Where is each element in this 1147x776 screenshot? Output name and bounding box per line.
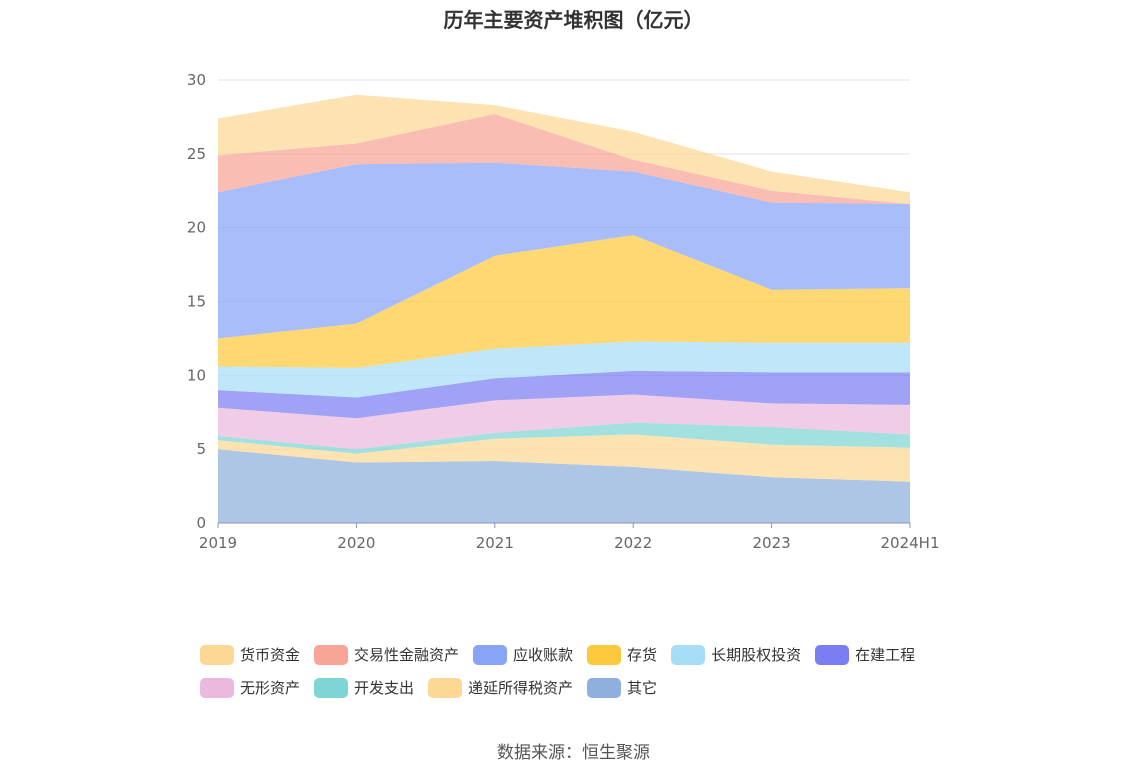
legend-item[interactable]: 长期股权投资: [671, 644, 801, 665]
y-tick-label: 20: [187, 219, 206, 237]
y-tick-label: 5: [196, 440, 206, 458]
area-开发支出: [218, 422, 910, 454]
y-tick-label: 10: [187, 366, 206, 384]
area-长期股权投资: [218, 341, 910, 398]
legend-swatch: [314, 677, 349, 698]
y-tick-label: 0: [196, 514, 206, 532]
legend-row: 无形资产 开发支出 递延所得税资产 其它: [200, 671, 960, 704]
legend-swatch: [671, 644, 706, 665]
legend-swatch: [587, 677, 622, 698]
legend-item[interactable]: 其它: [587, 677, 657, 698]
legend-item[interactable]: 应收账款: [473, 644, 573, 665]
legend-item[interactable]: 交易性金融资产: [314, 644, 459, 665]
legend-swatch: [428, 677, 463, 698]
area-series: [218, 94, 910, 523]
area-交易性金融资产: [218, 114, 910, 204]
x-tick-label: 2023: [753, 534, 791, 552]
legend-item[interactable]: 无形资产: [200, 677, 300, 698]
legend-swatch: [200, 644, 234, 665]
y-tick-label: 30: [187, 71, 206, 89]
area-其它: [218, 449, 910, 523]
area-货币资金: [218, 94, 910, 204]
legend-item[interactable]: 递延所得税资产: [428, 677, 573, 698]
legend-item[interactable]: 存货: [587, 644, 657, 665]
data-source-note: 数据来源：恒生聚源: [497, 743, 650, 763]
legend-label: 在建工程: [855, 646, 916, 664]
x-tick-label: 2019: [199, 534, 237, 552]
legend-label: 交易性金融资产: [354, 646, 460, 664]
legend-item[interactable]: 在建工程: [815, 644, 915, 665]
legend-swatch: [314, 644, 349, 665]
legend-label: 开发支出: [354, 679, 415, 697]
x-tick-label: 2021: [476, 534, 514, 552]
axes: 0 5 10 15 20 25 30 2019 2020 2021 2022 2023 2024H1: [187, 71, 940, 552]
legend-label: 无形资产: [240, 679, 301, 697]
area-递延所得税资产: [218, 434, 910, 482]
legend-item[interactable]: 开发支出: [314, 677, 414, 698]
legend-label: 递延所得税资产: [468, 679, 574, 697]
y-tick-label: 25: [187, 145, 206, 163]
chart-title: 历年主要资产堆积图（亿元）: [443, 8, 704, 32]
x-tick-label: 2020: [337, 534, 375, 552]
x-tick-label: 2022: [614, 534, 652, 552]
legend-swatch: [587, 644, 622, 665]
x-tick-label: 2024H1: [881, 534, 940, 552]
legend-label: 存货: [627, 646, 658, 664]
y-tick-label: 15: [187, 293, 206, 311]
legend-label: 应收账款: [513, 646, 574, 664]
legend: 货币资金 交易性金融资产 应收账款 存货 长期股权投资 在建工程 无形资产 开发支出 递延所得…: [200, 638, 960, 704]
area-在建工程: [218, 370, 910, 419]
legend-row: 货币资金 交易性金融资产 应收账款 存货 长期股权投资 在建工程: [200, 638, 960, 671]
area-应收账款: [218, 162, 910, 339]
legend-swatch: [815, 644, 850, 665]
legend-swatch: [473, 644, 508, 665]
stacked-area-chart: 0 5 10 15 20 25 30 2019 2020 2021 2022 2023 2024H1: [187, 71, 940, 552]
legend-label: 货币资金: [240, 646, 301, 664]
legend-swatch: [200, 677, 234, 698]
legend-label: 其它: [627, 679, 658, 697]
area-存货: [218, 235, 910, 368]
area-无形资产: [218, 394, 910, 450]
legend-label: 长期股权投资: [711, 646, 802, 664]
legend-item[interactable]: 货币资金: [200, 644, 300, 665]
